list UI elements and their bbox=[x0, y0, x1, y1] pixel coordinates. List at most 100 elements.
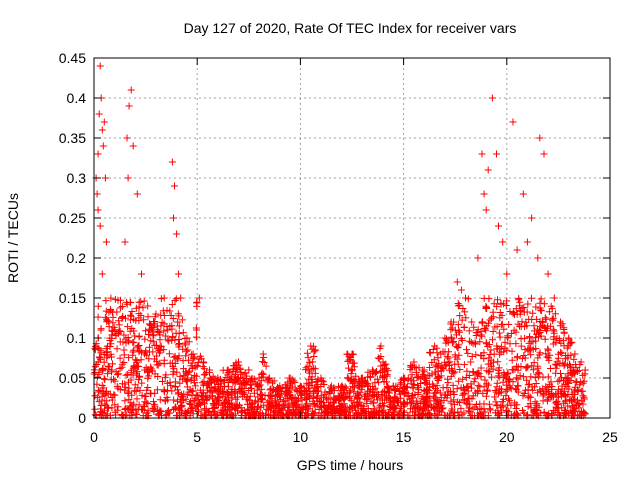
data-point bbox=[536, 299, 544, 307]
data-point bbox=[396, 380, 404, 388]
data-point bbox=[131, 332, 139, 340]
data-point bbox=[387, 400, 395, 408]
data-point bbox=[210, 407, 218, 415]
data-point bbox=[137, 356, 145, 364]
data-point bbox=[435, 374, 443, 382]
data-point bbox=[184, 391, 192, 399]
data-point bbox=[201, 370, 209, 378]
data-point bbox=[425, 380, 433, 388]
data-point bbox=[508, 347, 516, 355]
data-point bbox=[313, 401, 321, 409]
data-point bbox=[481, 325, 489, 333]
data-point bbox=[121, 406, 129, 413]
data-point bbox=[564, 391, 572, 398]
data-point bbox=[135, 298, 143, 306]
data-point bbox=[508, 356, 516, 364]
data-point bbox=[140, 297, 148, 305]
data-point bbox=[391, 386, 398, 394]
data-point bbox=[199, 363, 207, 371]
data-point bbox=[262, 362, 270, 370]
y-tick-label: 0.1 bbox=[67, 330, 87, 346]
data-point bbox=[237, 404, 245, 412]
data-point bbox=[548, 411, 555, 419]
data-point bbox=[144, 313, 152, 321]
data-point bbox=[187, 401, 195, 408]
data-point bbox=[95, 370, 103, 378]
data-point bbox=[294, 397, 302, 405]
data-point bbox=[120, 351, 128, 359]
data-point bbox=[518, 355, 526, 363]
data-point bbox=[491, 393, 499, 401]
data-point bbox=[380, 362, 388, 369]
data-point bbox=[303, 400, 311, 408]
data-point bbox=[491, 387, 499, 394]
data-point bbox=[155, 347, 163, 354]
data-point bbox=[458, 316, 466, 324]
data-point bbox=[304, 354, 312, 362]
data-point bbox=[541, 314, 549, 322]
data-point bbox=[290, 377, 298, 385]
data-point bbox=[177, 409, 185, 417]
data-point bbox=[142, 347, 150, 355]
data-point bbox=[119, 380, 126, 388]
data-point bbox=[478, 150, 486, 158]
data-point bbox=[206, 388, 214, 396]
data-point bbox=[451, 326, 459, 334]
data-point bbox=[194, 395, 202, 403]
data-point bbox=[318, 409, 326, 417]
data-point bbox=[548, 315, 556, 323]
data-point bbox=[310, 348, 318, 356]
data-point bbox=[94, 150, 102, 158]
data-point bbox=[252, 380, 260, 388]
data-point bbox=[258, 371, 265, 378]
y-tick-label: 0 bbox=[78, 410, 86, 426]
data-point bbox=[434, 367, 442, 375]
data-point bbox=[164, 387, 172, 394]
data-point bbox=[184, 346, 192, 354]
data-point bbox=[135, 310, 143, 318]
data-point bbox=[265, 375, 273, 383]
data-point bbox=[493, 401, 501, 409]
data-point bbox=[455, 301, 463, 309]
data-point bbox=[164, 326, 172, 334]
data-point bbox=[202, 405, 210, 413]
data-point bbox=[306, 387, 314, 395]
data-point bbox=[260, 354, 268, 361]
data-point bbox=[221, 403, 229, 411]
data-point bbox=[520, 390, 528, 397]
data-point bbox=[490, 350, 498, 358]
data-point bbox=[462, 374, 470, 381]
data-point bbox=[580, 377, 588, 385]
data-point bbox=[98, 270, 106, 278]
data-point bbox=[492, 398, 500, 406]
data-point bbox=[189, 407, 197, 415]
data-point bbox=[94, 302, 102, 310]
data-point bbox=[291, 393, 299, 401]
data-point bbox=[211, 385, 219, 393]
data-point bbox=[396, 405, 404, 413]
data-point bbox=[486, 405, 494, 413]
data-point bbox=[577, 387, 585, 395]
data-point bbox=[260, 359, 268, 366]
data-point bbox=[571, 398, 579, 406]
data-point bbox=[484, 342, 492, 350]
data-point bbox=[477, 331, 485, 339]
data-point bbox=[174, 397, 181, 405]
data-point bbox=[483, 367, 491, 375]
data-point bbox=[382, 360, 390, 368]
data-point bbox=[110, 323, 118, 331]
data-point bbox=[528, 214, 536, 222]
data-point bbox=[128, 325, 136, 332]
data-point bbox=[133, 371, 141, 379]
data-point bbox=[171, 182, 178, 190]
data-point bbox=[495, 329, 503, 337]
data-point bbox=[378, 391, 386, 399]
data-point bbox=[528, 383, 536, 391]
data-point bbox=[575, 366, 583, 374]
data-point bbox=[188, 387, 196, 395]
data-point bbox=[349, 376, 357, 384]
data-point bbox=[568, 397, 575, 405]
data-point bbox=[245, 387, 253, 394]
data-point bbox=[298, 389, 306, 397]
data-point bbox=[346, 392, 354, 400]
